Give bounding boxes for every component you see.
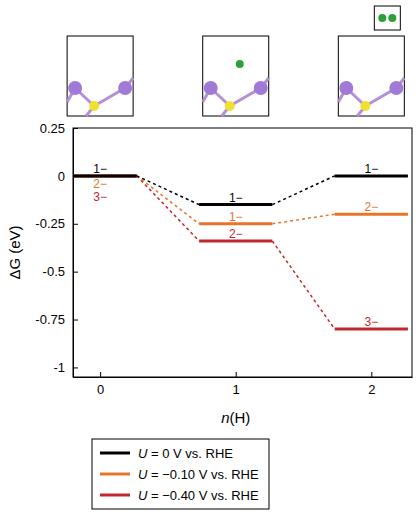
y-tick-label: -0.5 xyxy=(43,264,65,279)
y-axis-line xyxy=(73,129,74,378)
inset-frame xyxy=(374,6,400,30)
x-tick-label: 0 xyxy=(97,382,104,397)
charge-label: 3− xyxy=(93,190,107,204)
y-tick-mark xyxy=(73,320,78,321)
atom xyxy=(360,101,370,111)
inset-frame xyxy=(338,36,404,116)
connector xyxy=(137,176,199,241)
x-axis: 0 1 2 xyxy=(74,372,413,397)
atom xyxy=(254,81,268,95)
x-tick-label: 2 xyxy=(368,382,375,397)
chart: 0120.250-0.25-0.5-0.75-1n(H)ΔG (eV)1−2−3… xyxy=(0,0,420,528)
series xyxy=(73,176,408,224)
x-axis-title: n(H) xyxy=(221,409,250,426)
y-tick-mark xyxy=(73,272,78,273)
atom xyxy=(389,81,403,95)
y-tick: -0.5 xyxy=(43,264,78,279)
atom xyxy=(68,81,82,95)
legend: U = 0 V vs. RHE U = −0.10 V vs. RHE U = −0… xyxy=(92,439,269,509)
legend-swatch xyxy=(100,473,130,476)
atom xyxy=(339,81,353,95)
inset-frame xyxy=(67,36,133,116)
y-tick-label: -1 xyxy=(53,360,65,375)
y-axis-title: ΔG (eV) xyxy=(6,225,23,279)
y-tick-label: -0.25 xyxy=(35,216,65,231)
inset-frame xyxy=(203,36,269,116)
x-axis-line xyxy=(74,377,413,378)
y-tick-mark xyxy=(73,367,78,368)
charge-label: 2− xyxy=(93,177,107,191)
connector xyxy=(137,176,199,224)
y-tick: -0.75 xyxy=(35,312,78,327)
connector xyxy=(272,176,334,205)
legend-swatch xyxy=(100,494,130,497)
series xyxy=(73,176,408,205)
y-tick-mark xyxy=(73,224,78,225)
charge-label: 2− xyxy=(229,227,243,241)
charge-label: 1− xyxy=(364,162,378,176)
marks xyxy=(73,176,408,329)
legend-label: U = −0.10 V vs. RHE xyxy=(138,467,259,482)
connector xyxy=(137,176,199,205)
atom xyxy=(388,14,396,22)
structure-insets xyxy=(67,6,404,116)
inset xyxy=(203,36,269,116)
atom xyxy=(378,14,386,22)
plot-frame xyxy=(73,128,412,377)
connector xyxy=(272,214,334,224)
legend-swatch xyxy=(100,452,130,455)
x-tick-label: 1 xyxy=(233,382,240,397)
level-labels: 1−2−3−1−1−2−1−2−3− xyxy=(93,162,378,329)
y-tick-mark xyxy=(73,128,78,129)
y-tick: -1 xyxy=(53,360,78,375)
series xyxy=(73,176,408,329)
charge-label: 2− xyxy=(364,200,378,214)
y-tick-label: 0.25 xyxy=(40,121,65,136)
legend-frame xyxy=(92,439,269,509)
legend-label: U = 0 V vs. RHE xyxy=(138,446,233,461)
atom xyxy=(204,81,218,95)
y-axis: 0.25 0 -0.25 -0.5 -0.75 -1 xyxy=(35,121,78,378)
atom xyxy=(225,101,235,111)
x-tick-mark xyxy=(100,372,101,377)
y-tick-label: 0 xyxy=(58,169,65,184)
x-tick-mark xyxy=(236,372,237,377)
y-tick: -0.25 xyxy=(35,216,78,231)
legend-label: U = −0.40 V vs. RHE xyxy=(138,488,259,503)
inset xyxy=(338,6,404,116)
x-tick: 2 xyxy=(368,372,375,397)
atom xyxy=(89,101,99,111)
y-tick: 0.25 xyxy=(40,121,78,136)
x-tick: 1 xyxy=(233,372,240,397)
x-tick: 0 xyxy=(97,372,104,397)
atom xyxy=(236,60,244,68)
connector xyxy=(272,241,334,329)
inset xyxy=(67,36,133,116)
atom xyxy=(118,81,132,95)
charge-label: 3− xyxy=(364,315,378,329)
x-tick-mark xyxy=(371,372,372,377)
y-tick-label: -0.75 xyxy=(35,312,65,327)
charge-label: 1− xyxy=(229,210,243,224)
charge-label: 1− xyxy=(229,191,243,205)
charge-label: 1− xyxy=(93,162,107,176)
